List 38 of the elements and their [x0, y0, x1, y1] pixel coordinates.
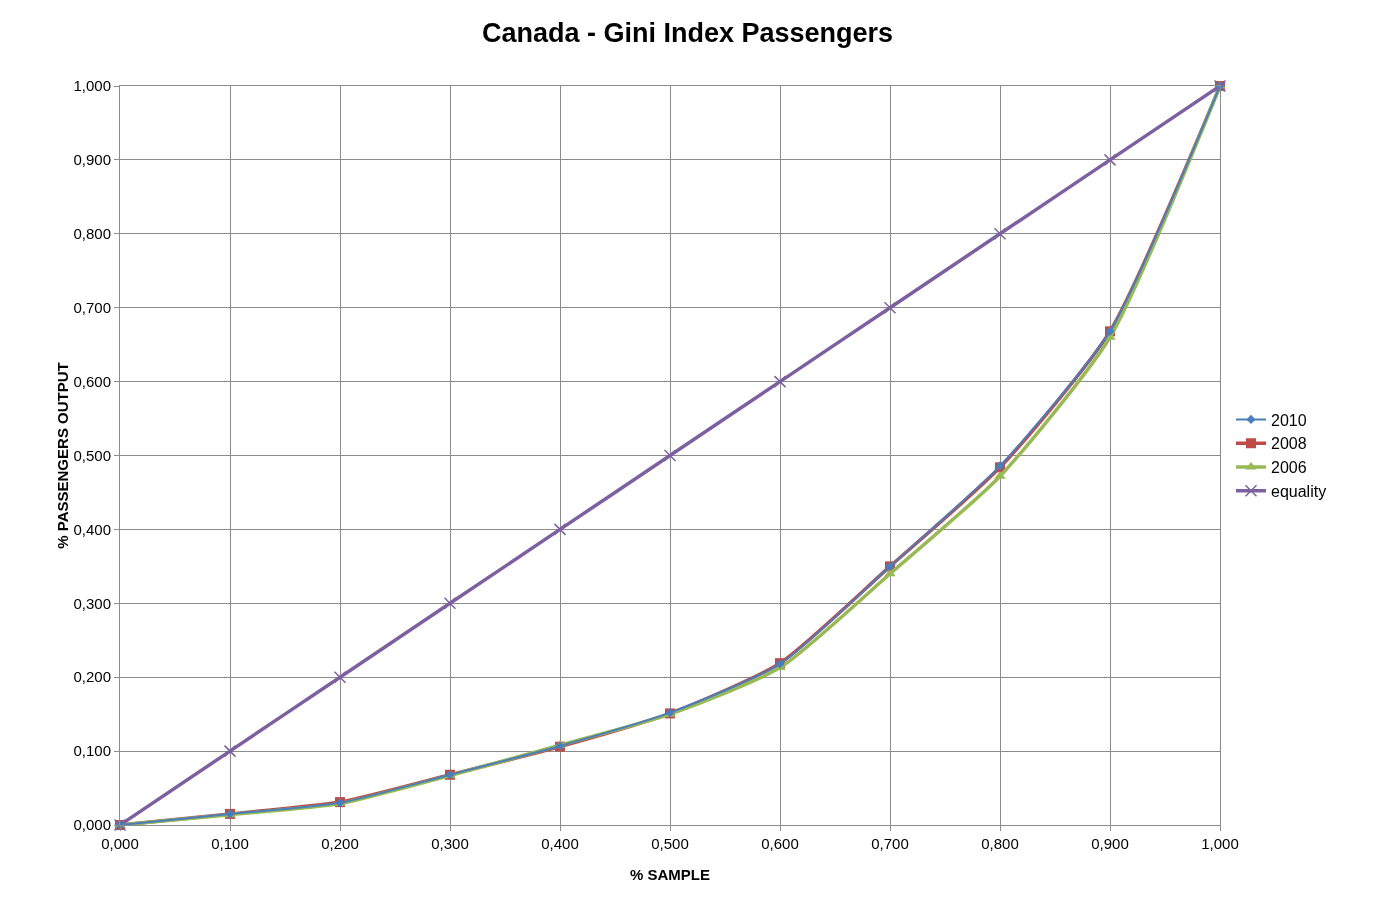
point [993, 227, 1007, 241]
y-tick-label: 1,000 [73, 77, 111, 95]
point [553, 523, 567, 536]
point [443, 597, 457, 610]
y-tick-label: 0,500 [73, 446, 111, 464]
point [223, 744, 237, 758]
point [663, 449, 677, 462]
x-tick-label: 0,000 [101, 835, 139, 852]
x-tick-label: 0,200 [321, 835, 359, 852]
x-tick-label: 0,600 [761, 835, 799, 852]
y-tick-label: 0,000 [73, 816, 111, 834]
x-tick-label: 0,800 [981, 835, 1019, 852]
point [1103, 153, 1117, 167]
legend-label: 2008 [1271, 435, 1307, 453]
y-tick-label: 0,900 [73, 151, 111, 169]
y-axis-title: % PASSENGERS OUTPUT [54, 362, 72, 549]
y-tick-label: 0,700 [73, 298, 111, 316]
x-axis-title: % SAMPLE [629, 866, 711, 883]
point [883, 301, 897, 314]
y-tick-label: 0,300 [73, 594, 111, 612]
chart-title: Canada - Gini Index Passengers [481, 17, 894, 48]
y-tick-label: 0,100 [73, 742, 111, 760]
y-tick-label: 0,600 [73, 372, 111, 390]
legend-label: 2006 [1271, 459, 1307, 477]
y-tick-label: 0,800 [73, 225, 111, 243]
x-tick-label: 0,900 [1091, 835, 1129, 852]
point [773, 375, 787, 388]
legend-label: equality [1271, 483, 1327, 501]
point [333, 670, 347, 684]
y-tick-label: 0,200 [73, 668, 111, 686]
x-tick-label: 0,300 [431, 835, 469, 852]
x-tick-label: 0,500 [651, 835, 689, 852]
x-tick-label: 0,700 [871, 835, 909, 852]
x-tick-label: 0,100 [211, 835, 249, 852]
x-tick-label: 0,400 [541, 835, 579, 852]
x-tick-label: 1,000 [1201, 835, 1239, 852]
legend-label: 2010 [1271, 411, 1307, 429]
y-tick-label: 0,400 [73, 520, 111, 538]
